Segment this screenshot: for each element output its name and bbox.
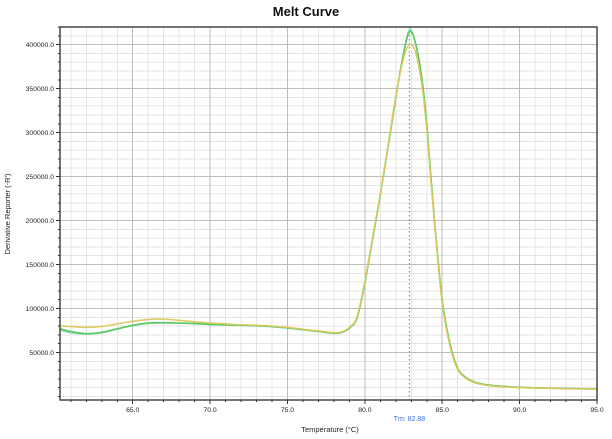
svg-text:350000.0: 350000.0 — [26, 86, 55, 93]
svg-text:80.0: 80.0 — [358, 407, 371, 414]
tm-annotation: Tm: 82.88 — [394, 416, 426, 423]
svg-text:200000.0: 200000.0 — [26, 218, 55, 225]
minor-gridlines — [60, 26, 597, 400]
svg-text:300000.0: 300000.0 — [26, 130, 55, 137]
svg-text:150000.0: 150000.0 — [26, 262, 55, 269]
svg-text:90.0: 90.0 — [513, 407, 526, 414]
x-axis-title: Temperature (°C) — [301, 425, 359, 434]
svg-text:75.0: 75.0 — [281, 407, 294, 414]
axis-ticks — [56, 26, 598, 404]
svg-text:65.0: 65.0 — [126, 407, 139, 414]
svg-text:100000.0: 100000.0 — [26, 306, 55, 313]
svg-text:95.0: 95.0 — [590, 407, 603, 414]
svg-text:250000.0: 250000.0 — [26, 174, 55, 181]
melt-curve-yellow — [60, 43, 597, 391]
plot-frame — [59, 26, 598, 401]
axis-tick-labels: 65.0 70.0 75.0 80.0 85.0 90.0 95.0 50000.0 10000… — [26, 42, 604, 414]
svg-text:50000.0: 50000.0 — [29, 350, 54, 357]
y-axis-title: Derivative Reporter (-R') — [3, 173, 12, 255]
melt-curves — [60, 28, 597, 391]
svg-text:85.0: 85.0 — [436, 407, 449, 414]
major-gridlines — [60, 27, 598, 400]
svg-text:70.0: 70.0 — [203, 407, 216, 414]
chart-title: Melt Curve — [273, 4, 339, 19]
svg-text:400000.0: 400000.0 — [26, 42, 55, 49]
